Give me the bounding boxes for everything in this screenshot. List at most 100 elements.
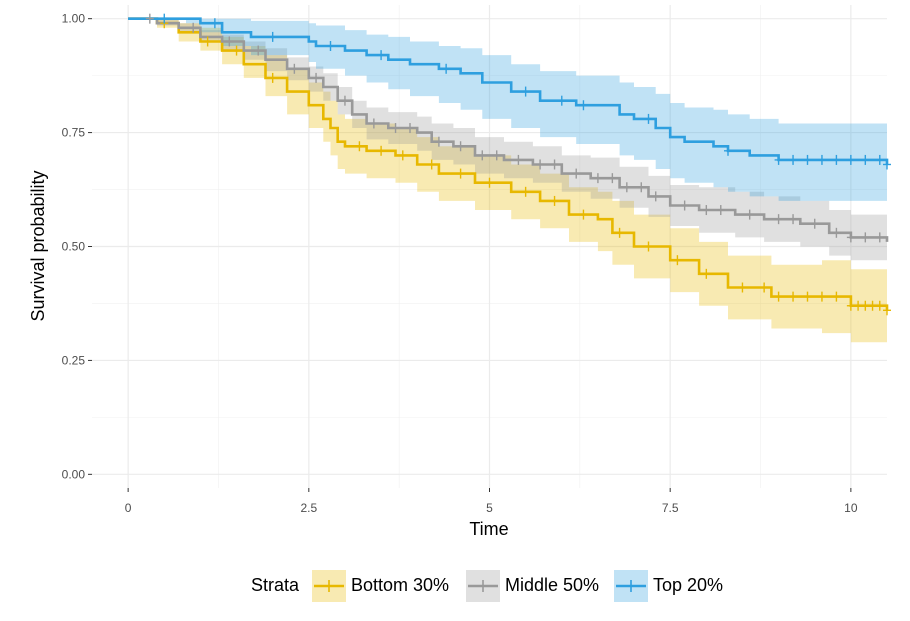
censor-mark-bottom-30	[861, 300, 870, 311]
censor-mark-middle-50	[702, 205, 711, 216]
censor-mark-top-20	[210, 18, 219, 29]
legend-label-middle-50: Middle 50%	[505, 575, 599, 595]
legend-title: Strata	[251, 575, 300, 595]
y-tick-label: 1.00	[62, 12, 86, 26]
legend: Strata Bottom 30% Middle 50% Top 20%	[251, 570, 723, 602]
censor-mark-bottom-30	[760, 282, 769, 293]
censor-mark-middle-50	[456, 141, 465, 152]
censor-mark-bottom-30	[579, 209, 588, 220]
censor-mark-middle-50	[810, 218, 819, 229]
censor-mark-middle-50	[225, 36, 234, 47]
legend-key-bottom-30	[312, 570, 346, 602]
censor-mark-bottom-30	[521, 186, 530, 197]
censor-mark-middle-50	[254, 45, 263, 56]
censor-mark-top-20	[521, 86, 530, 97]
censor-mark-bottom-30	[232, 45, 241, 56]
x-tick-label: 7.5	[662, 501, 679, 515]
censor-mark-top-20	[557, 95, 566, 106]
survival-curve-top-20	[128, 17, 889, 165]
censor-mark-middle-50	[434, 136, 443, 147]
censor-mark-bottom-30	[738, 282, 747, 293]
x-tick-label: 0	[125, 501, 132, 515]
censor-mark-middle-50	[145, 13, 154, 24]
censor-mark-middle-50	[608, 173, 617, 184]
censor-mark-top-20	[724, 145, 732, 156]
censor-mark-middle-50	[550, 159, 559, 170]
y-axis-title: Survival probability	[28, 170, 48, 321]
censor-mark-top-20	[268, 31, 277, 42]
confidence-band-top-20	[128, 18, 888, 204]
censor-mark-bottom-30	[615, 227, 624, 238]
censor-mark-bottom-30	[673, 255, 682, 266]
censor-mark-middle-50	[745, 209, 754, 220]
censor-mark-middle-50	[846, 232, 855, 243]
x-tick-label: 2.5	[300, 501, 317, 515]
censor-mark-bottom-30	[702, 268, 711, 279]
censor-mark-bottom-30	[854, 300, 863, 311]
censor-mark-middle-50	[832, 227, 841, 238]
censor-mark-top-20	[832, 154, 841, 165]
censor-mark-top-20	[846, 154, 855, 165]
censor-mark-middle-50	[651, 191, 660, 202]
censor-mark-bottom-30	[803, 291, 812, 302]
censor-mark-middle-50	[189, 22, 198, 33]
censor-mark-top-20	[160, 13, 169, 24]
censor-mark-middle-50	[593, 173, 602, 184]
legend-label-bottom-30: Bottom 30%	[351, 575, 449, 595]
censor-mark-middle-50	[572, 168, 581, 179]
censor-mark-middle-50	[536, 159, 545, 170]
censor-mark-middle-50	[340, 95, 349, 106]
censor-mark-bottom-30	[868, 300, 877, 311]
censor-mark-middle-50	[290, 63, 299, 74]
legend-label-top-20: Top 20%	[653, 575, 723, 595]
censor-mark-top-20	[579, 100, 588, 111]
censor-mark-top-20	[326, 41, 335, 52]
legend-key-middle-50	[466, 570, 500, 602]
censor-mark-bottom-30	[456, 168, 465, 179]
censor-mark-middle-50	[312, 72, 321, 83]
censor-mark-bottom-30	[644, 241, 653, 252]
censor-mark-bottom-30	[398, 150, 407, 161]
censor-mark-middle-50	[514, 154, 523, 165]
censor-mark-middle-50	[492, 150, 501, 161]
censor-mark-bottom-30	[875, 300, 884, 311]
censor-mark-bottom-30	[268, 72, 277, 83]
censor-mark-top-20	[875, 154, 884, 165]
censor-mark-top-20	[774, 154, 783, 165]
survival-curve-middle-50	[128, 17, 889, 242]
censor-marks	[145, 13, 891, 316]
axes: 0 2.5 5 7.5 10 0.00 0.25 0.50 0.75 1.00	[62, 12, 858, 515]
legend-key-top-20	[614, 570, 648, 602]
y-tick-label: 0.00	[62, 467, 86, 481]
censor-mark-middle-50	[391, 123, 400, 134]
censor-mark-bottom-30	[789, 291, 798, 302]
censor-mark-bottom-30	[774, 291, 783, 302]
censor-mark-top-20	[861, 154, 870, 165]
y-tick-label: 0.75	[62, 126, 86, 140]
censor-mark-middle-50	[789, 214, 798, 225]
censor-mark-middle-50	[622, 182, 631, 193]
censor-mark-bottom-30	[355, 141, 364, 152]
censor-mark-middle-50	[716, 205, 725, 216]
censor-mark-bottom-30	[427, 159, 436, 170]
y-tick-label: 0.25	[62, 353, 86, 367]
censor-mark-top-20	[442, 63, 451, 74]
x-tick-label: 10	[844, 501, 858, 515]
y-tick-label: 0.50	[62, 240, 86, 254]
censor-mark-middle-50	[774, 214, 783, 225]
censor-mark-bottom-30	[377, 145, 386, 156]
censor-mark-top-20	[803, 154, 812, 165]
censor-mark-middle-50	[406, 123, 414, 134]
censor-mark-bottom-30	[846, 300, 855, 311]
confidence-bands	[128, 18, 888, 343]
censor-mark-bottom-30	[817, 291, 826, 302]
x-tick-label: 5	[486, 501, 493, 515]
censor-mark-top-20	[377, 50, 386, 61]
censor-mark-middle-50	[369, 118, 378, 129]
censor-mark-top-20	[789, 154, 798, 165]
censor-mark-top-20	[817, 154, 826, 165]
censor-mark-middle-50	[478, 150, 487, 161]
censor-mark-bottom-30	[832, 291, 841, 302]
